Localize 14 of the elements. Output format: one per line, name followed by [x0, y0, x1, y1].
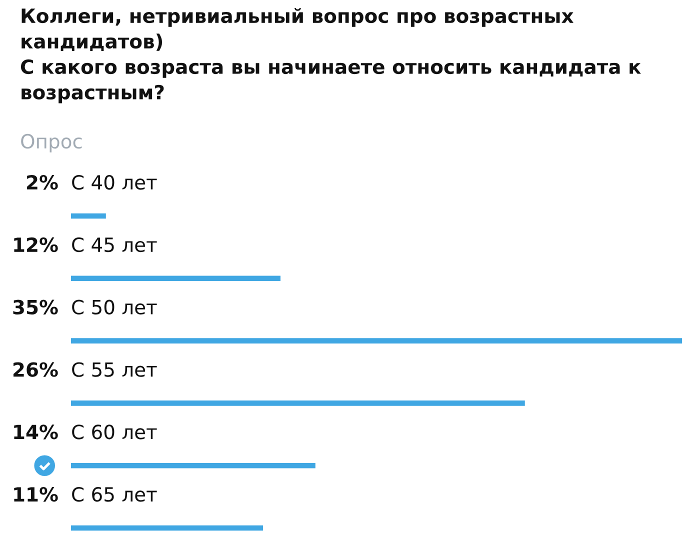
y-tick-label: С 55 лет: [72, 362, 157, 377]
data-label: 35%: [13, 300, 58, 315]
y-tick-label: С 45 лет: [72, 237, 157, 252]
data-label: 14%: [14, 424, 58, 440]
data-label: 2%: [27, 174, 58, 190]
data-label: 11%: [14, 487, 58, 502]
data-label: 26%: [13, 362, 58, 377]
data-label: 12%: [14, 237, 58, 252]
y-tick-label: С 40 лет: [72, 174, 157, 190]
y-tick-label: С 65 лет: [72, 487, 157, 502]
chart-subtitle: Опрос: [21, 134, 82, 152]
y-tick-label: С 60 лет: [72, 424, 157, 440]
chart-title: Коллеги, нетривиальный вопрос про возрастных кандидатов) С какого возраста вы начинаете относить кандидата к возрастным?: [20, 8, 641, 104]
y-tick-label: С 50 лет: [72, 300, 157, 315]
